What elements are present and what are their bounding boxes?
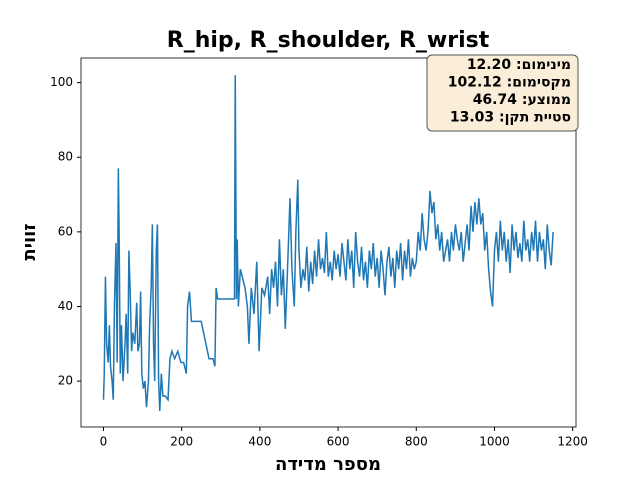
x-tick-label: 200 [170,435,193,449]
y-axis-label: זווית [19,223,40,260]
x-tick-label: 600 [327,435,350,449]
y-tick-label: 80 [58,150,73,164]
y-tick-label: 60 [58,224,73,238]
x-tick-label: 400 [248,435,271,449]
stats-line: מינימום: 12.20 [467,57,571,73]
data-line [102,75,554,411]
y-tick-label: 20 [58,374,73,388]
chart-title: R_hip, R_shoulder, R_wrist [167,28,490,53]
stats-box [426,54,579,132]
stats-line: ממוצע: 46.74 [473,92,571,108]
stats-line: מקסימום: 102.12 [448,75,571,91]
y-tick-label: 100 [50,75,73,89]
x-axis-label: מספר מדידה [275,454,381,475]
stats-line: סטיית תקן: 13.03 [450,110,571,126]
x-tick-label: 0 [100,435,108,449]
y-tick-label: 40 [58,299,73,313]
plot-frame [80,57,577,428]
x-tick-label: 800 [405,435,428,449]
x-tick-label: 1200 [557,435,588,449]
x-tick-label: 1000 [479,435,510,449]
